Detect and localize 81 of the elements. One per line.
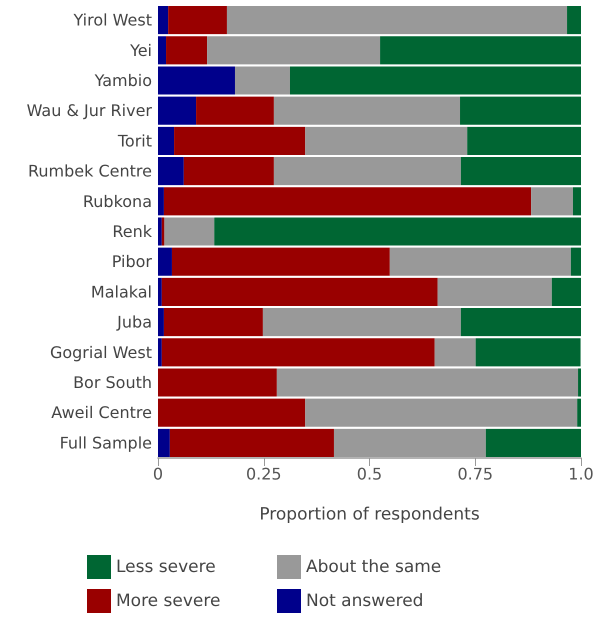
bar: [164, 217, 214, 246]
bar: [158, 398, 306, 427]
bar: [276, 368, 578, 397]
bar: [164, 308, 263, 336]
bar: [460, 96, 581, 125]
bar: [162, 278, 438, 306]
legend-label: About the same: [306, 557, 442, 577]
bar: [305, 398, 578, 427]
bar: [380, 36, 581, 64]
y-tick-label: Rubkona: [82, 192, 152, 211]
bar: [262, 308, 461, 336]
bar: [274, 157, 461, 186]
y-tick-label: Full Sample: [60, 433, 152, 452]
bar: [460, 308, 581, 336]
bar: [162, 217, 164, 246]
bar: [467, 126, 581, 155]
bar: [158, 248, 172, 276]
bar: [486, 428, 581, 457]
bar: [531, 187, 573, 216]
bar: [390, 248, 571, 276]
bar: [577, 398, 581, 427]
y-tick-label: Bor South: [73, 373, 152, 392]
y-tick-label: Gogrial West: [50, 342, 152, 362]
bar: [158, 428, 170, 457]
bar: [158, 368, 277, 397]
x-tick-label: 1.0: [568, 464, 594, 484]
x-tick-label: 0: [152, 464, 164, 484]
bar: [305, 126, 468, 155]
bar: [158, 6, 168, 34]
bar: [158, 308, 164, 336]
bar: [158, 217, 162, 246]
y-tick-label: Torit: [116, 131, 152, 150]
bar: [162, 338, 435, 366]
bar: [166, 36, 208, 64]
y-tick-label: Renk: [112, 222, 153, 241]
bar: [226, 6, 568, 34]
x-axis-title: Proportion of respondents: [259, 504, 480, 524]
bar: [476, 338, 581, 366]
legend-label: Not answered: [306, 591, 424, 611]
x-tick-label: 0.25: [246, 464, 282, 484]
x-tick-label: 0.5: [356, 464, 382, 484]
bar: [170, 428, 334, 457]
bar: [158, 66, 235, 95]
bar: [438, 278, 552, 306]
bar: [184, 157, 274, 186]
bar: [174, 126, 306, 155]
bar: [214, 217, 581, 246]
bar: [552, 278, 581, 306]
bar: [234, 66, 290, 95]
bar: [274, 96, 460, 125]
bar: [570, 248, 581, 276]
bar: [164, 187, 532, 216]
legend-label: More severe: [116, 591, 220, 611]
bar: [158, 187, 164, 216]
legend-label: Less severe: [116, 557, 216, 577]
bar: [567, 6, 581, 34]
bar: [158, 157, 184, 186]
y-tick-label: Yei: [129, 40, 152, 60]
y-tick-label: Yirol West: [72, 10, 152, 30]
bar: [460, 157, 581, 186]
bar: [158, 96, 196, 125]
bar: [196, 96, 274, 125]
bar: [158, 36, 166, 64]
y-tick-label: Yambio: [94, 71, 152, 90]
y-tick-label: Wau & Jur River: [26, 101, 152, 120]
bar: [578, 368, 581, 397]
y-tick-label: Malakal: [90, 282, 152, 302]
bar: [207, 36, 380, 64]
bar: [168, 6, 227, 34]
y-tick-label: Aweil Centre: [51, 403, 152, 422]
y-tick-label: Juba: [116, 312, 152, 332]
bar: [158, 278, 162, 306]
bar: [434, 338, 476, 366]
bar: [290, 66, 581, 95]
y-tick-label: Rumbek Centre: [28, 162, 152, 181]
bar: [158, 126, 174, 155]
bar: [572, 187, 581, 216]
bar: [158, 338, 162, 366]
bar: [172, 248, 390, 276]
x-tick-label: 0.75: [457, 464, 494, 484]
y-tick-label: Pibor: [112, 252, 152, 272]
